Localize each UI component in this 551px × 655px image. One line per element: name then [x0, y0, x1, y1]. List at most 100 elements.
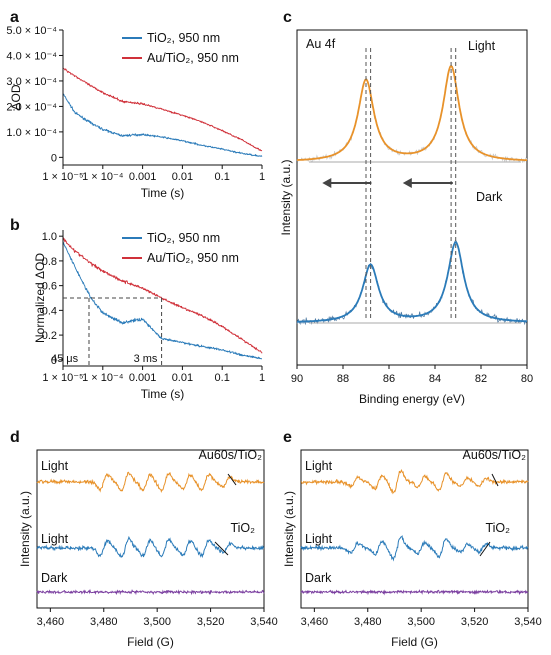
raw-spectrum-1	[296, 239, 528, 326]
x-tick-label: 88	[337, 373, 349, 385]
x-tick-label: 90	[291, 373, 303, 385]
x-axis-label: Field (G)	[127, 635, 174, 649]
plot-frame	[36, 449, 265, 609]
label-leader-1	[214, 541, 229, 556]
series-name-2: Dark	[305, 571, 332, 585]
sample-label-0: Au60s/TiO₂	[463, 448, 527, 462]
x-tick-label: 86	[383, 373, 395, 385]
epr-trace-1	[36, 535, 265, 559]
series-label-light: Light	[468, 39, 496, 53]
y-tick-label: 0.2	[42, 330, 57, 342]
y-tick-label: 0	[51, 355, 57, 367]
panel-letter-e: e	[283, 429, 292, 446]
series-line-0	[62, 241, 263, 360]
shift-arrowhead-0	[322, 178, 332, 188]
x-tick-label: 1	[259, 171, 265, 183]
y-axis-label: Normalized ΔOD	[33, 253, 47, 343]
x-tick-label: 3,460	[301, 616, 329, 628]
label-leader-0	[227, 473, 237, 486]
x-tick-label: 0.1	[215, 372, 230, 384]
series-line-0	[62, 93, 263, 157]
fit-curve-1	[297, 241, 527, 323]
y-tick-label: 2.0 × 10⁻⁴	[6, 101, 57, 113]
y-tick-label: 5.0 × 10⁻⁴	[6, 25, 57, 37]
y-tick-label: 0	[51, 152, 57, 164]
fit-curve-0	[296, 64, 527, 162]
panel-letter-c: c	[283, 9, 292, 26]
x-tick-label: 3,480	[354, 616, 382, 628]
x-tick-label: 1 × 10⁻⁵	[42, 171, 83, 183]
legend-entry-1: Au/TiO₂, 950 nm	[147, 51, 239, 65]
series-line-1	[62, 67, 263, 152]
plot-frame	[300, 449, 529, 609]
y-axis-label: ΔOD	[9, 84, 23, 110]
y-tick-label: 1.0	[42, 231, 57, 243]
legend-entry-0: TiO₂, 950 nm	[147, 231, 220, 245]
series-label-dark: Dark	[476, 190, 503, 204]
corner-label: Au 4f	[306, 37, 336, 51]
sample-label-0: Au60s/TiO₂	[199, 448, 263, 462]
shift-arrowhead-1	[402, 178, 412, 188]
x-tick-label: 0.1	[215, 171, 230, 183]
x-tick-label: 3,500	[407, 616, 435, 628]
panel-a: 1 × 10⁻⁵1 × 10⁻⁴ 0.001 0.01 0.1 1 0 1.0 × 10⁻⁴…	[6, 25, 265, 200]
half-life-label-1: 3 ms	[134, 353, 158, 365]
x-tick-label: 0.001	[129, 372, 157, 384]
sample-label-1: TiO₂	[230, 521, 255, 535]
x-tick-label: 84	[429, 373, 441, 385]
sample-label-1: TiO₂	[485, 521, 510, 535]
panel-letter-d: d	[10, 429, 20, 446]
x-tick-label: 3,540	[250, 616, 278, 628]
epr-trace-1	[300, 535, 529, 562]
series-name-0: Light	[305, 459, 333, 473]
panel-c: Au 4f Light Dark 90 88 86 84 82 80 Binding energy…	[279, 29, 533, 406]
series-name-2: Dark	[41, 571, 68, 585]
x-tick-label: 3,520	[461, 616, 489, 628]
x-tick-label: 1 × 10⁻⁵	[42, 372, 83, 384]
x-axis-label: Field (G)	[391, 635, 438, 649]
x-tick-label: 0.01	[172, 171, 193, 183]
y-axis-label: Intensity (a.u.)	[18, 491, 32, 567]
panel-d: Light Light Dark Au60s/TiO₂ TiO₂ 3,460 3,480 3,…	[18, 448, 278, 649]
series-name-0: Light	[41, 459, 69, 473]
y-tick-label: 0.8	[42, 256, 57, 268]
plot-frame	[296, 29, 528, 366]
half-life-label-0: 45 μs	[51, 353, 79, 365]
x-tick-label: 3,520	[197, 616, 225, 628]
x-axis-label: Time (s)	[141, 387, 185, 401]
x-tick-label: 1 × 10⁻⁴	[82, 372, 124, 384]
x-axis-label: Time (s)	[141, 186, 185, 200]
raw-spectrum-0	[296, 65, 528, 163]
x-tick-label: 0.001	[129, 171, 157, 183]
epr-trace-0	[36, 471, 265, 493]
series-name-1: Light	[41, 532, 69, 546]
y-tick-label: 0.6	[42, 281, 57, 293]
label-leader-0	[491, 473, 499, 487]
y-axis-label: Intensity (a.u.)	[279, 159, 293, 235]
x-axis-label: Binding energy (eV)	[359, 392, 465, 406]
y-tick-label: 3.0 × 10⁻⁴	[6, 76, 57, 88]
epr-trace-2	[300, 589, 529, 596]
epr-trace-0	[301, 468, 529, 495]
y-tick-label: 4.0 × 10⁻⁴	[6, 50, 57, 62]
series-line-1	[62, 237, 263, 354]
x-tick-label: 1	[259, 372, 265, 384]
panel-letter-a: a	[10, 9, 19, 26]
label-leader-1	[479, 541, 491, 557]
y-tick-label: 1.0 × 10⁻⁴	[6, 127, 57, 139]
x-tick-label: 3,500	[143, 616, 171, 628]
x-tick-label: 3,540	[514, 616, 542, 628]
panel-letter-b: b	[10, 217, 20, 234]
x-tick-label: 3,460	[37, 616, 65, 628]
panel-b: 1 × 10⁻⁵1 × 10⁻⁴ 0.001 0.01 0.1 1 0 0.2 0.4 0.6 0…	[33, 230, 265, 401]
legend-entry-0: TiO₂, 950 nm	[147, 31, 220, 45]
epr-trace-2	[36, 588, 265, 596]
x-tick-label: 3,480	[90, 616, 118, 628]
y-tick-label: 0.4	[42, 305, 57, 317]
legend-entry-1: Au/TiO₂, 950 nm	[147, 251, 239, 265]
series-name-1: Light	[305, 532, 333, 546]
x-tick-label: 1 × 10⁻⁴	[82, 171, 124, 183]
panel-e: Light Light Dark Au60s/TiO₂ TiO₂ 3,460 3,480 3,…	[282, 448, 542, 649]
x-tick-label: 80	[521, 373, 533, 385]
